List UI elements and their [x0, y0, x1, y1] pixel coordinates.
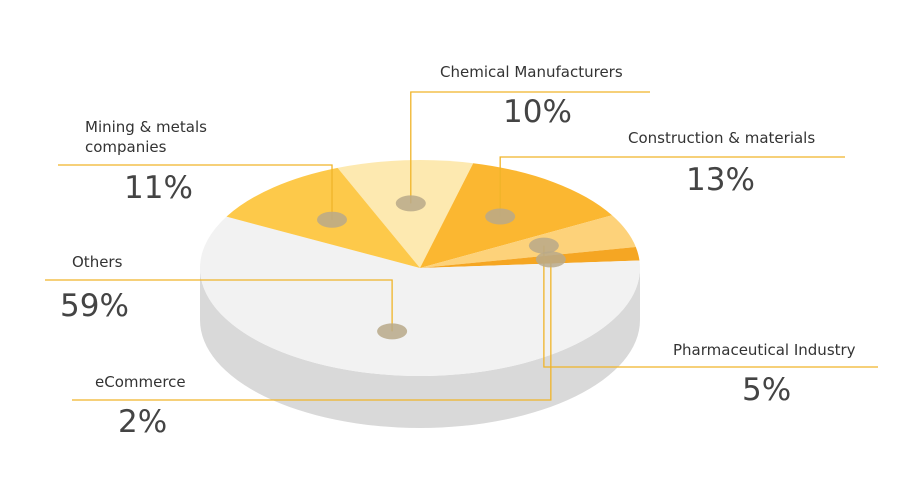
- value-label: 11%: [124, 170, 193, 206]
- slice-marker: [377, 323, 408, 340]
- slice-side: [200, 268, 640, 428]
- slice-marker: [535, 251, 566, 268]
- slice-marker: [317, 211, 348, 228]
- value-label: 59%: [60, 288, 129, 324]
- value-label: 10%: [503, 94, 572, 130]
- leader-line: [72, 259, 552, 401]
- category-label: eCommerce: [95, 373, 186, 391]
- leader-line: [499, 156, 845, 217]
- category-label: Chemical Manufacturers: [440, 63, 623, 81]
- category-label: Mining & metals companies: [85, 118, 207, 156]
- leader-line: [45, 279, 393, 332]
- category-label: Construction & materials: [628, 129, 816, 147]
- leader-line: [543, 245, 878, 368]
- slice: [420, 215, 636, 268]
- slice: [337, 160, 474, 268]
- slice-marker: [395, 195, 426, 212]
- value-label: 2%: [118, 404, 168, 440]
- value-label: 5%: [742, 372, 792, 408]
- slice: [420, 247, 640, 268]
- value-label: 13%: [686, 162, 755, 198]
- slice: [420, 163, 613, 268]
- slice-marker: [485, 208, 516, 225]
- leader-line: [58, 164, 333, 220]
- slice-side-shade: [200, 268, 640, 428]
- slice: [200, 216, 641, 376]
- leader-line: [410, 91, 650, 204]
- category-label: Others: [72, 253, 123, 271]
- slice-marker: [528, 237, 559, 254]
- category-label: Pharmaceutical Industry: [673, 341, 856, 359]
